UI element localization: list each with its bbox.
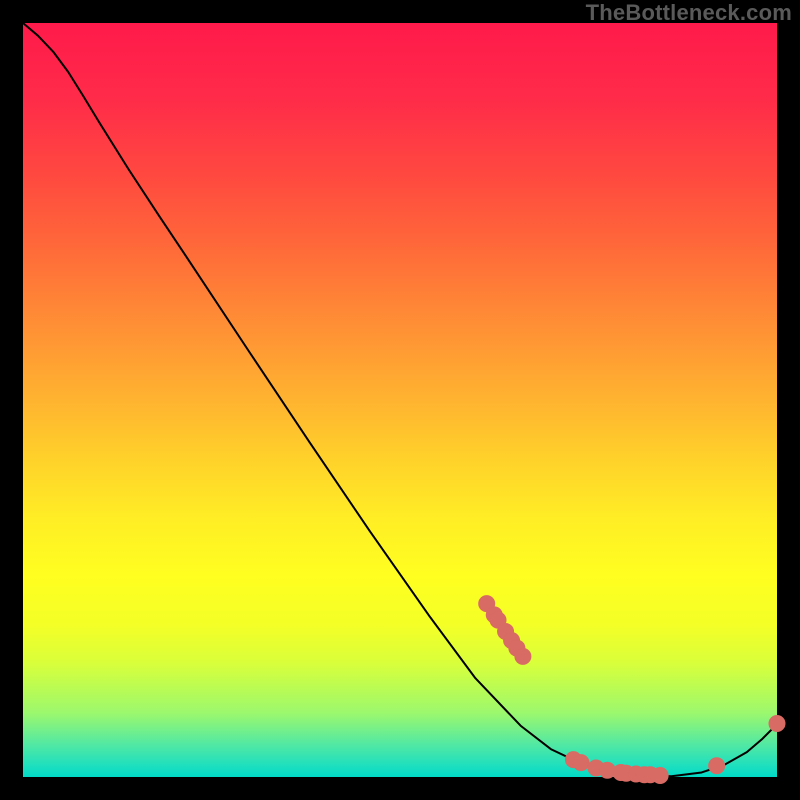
watermark-text: TheBottleneck.com (586, 0, 792, 26)
data-marker (573, 755, 589, 771)
bottleneck-chart: TheBottleneck.com (0, 0, 800, 800)
data-marker (769, 715, 785, 731)
data-marker (515, 648, 531, 664)
chart-svg (0, 0, 800, 800)
gradient-plot-area (23, 23, 777, 777)
data-marker (709, 758, 725, 774)
data-marker (652, 767, 668, 783)
